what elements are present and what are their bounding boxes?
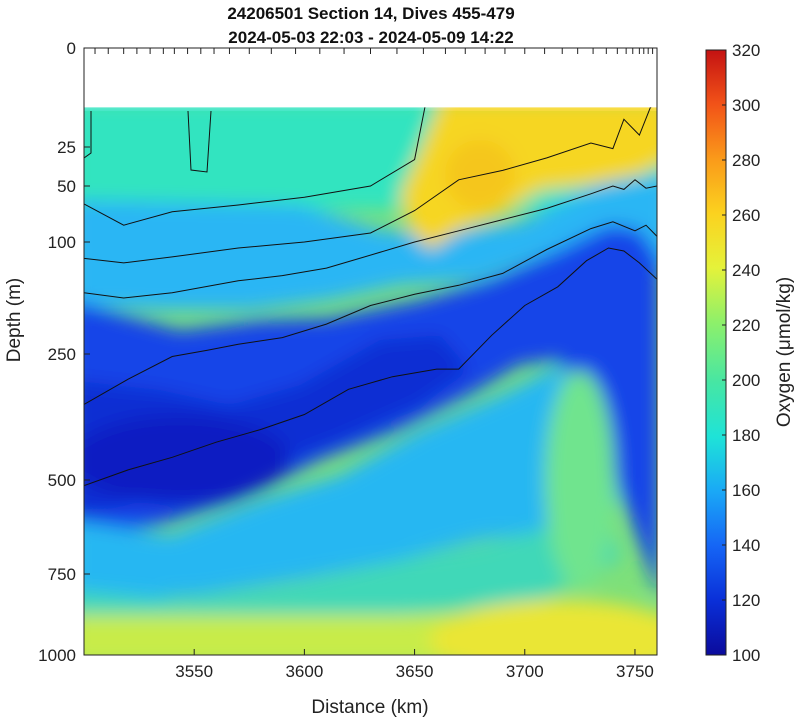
colorbar-tick-label-1: 120 [732,591,760,610]
contour-lines [84,107,657,487]
colorbar-tick-label-4: 180 [732,426,760,445]
colorbar-tick-label-10: 300 [732,96,760,115]
colorbar-tick-label-8: 260 [732,206,760,225]
y-tick-label-4: 250 [48,345,76,364]
upper-low-band [84,176,657,310]
surface-isoline-loop [187,110,212,173]
y-tick-label-2: 50 [57,177,76,196]
colorbar-tick-label-3: 160 [732,481,760,500]
contour-second [84,107,652,264]
contour-fourth [84,221,657,405]
x-axis-label: Distance (km) [311,697,428,718]
colorbar-tick-label-9: 280 [732,151,760,170]
y-tick-label-0: 0 [67,39,76,58]
x-tick-label-2: 3650 [396,662,434,681]
colorbar-tick-label-0: 100 [732,646,760,665]
y-tick-label-3: 100 [48,233,76,252]
contour-upper [84,107,426,226]
colorbar [705,49,727,656]
contour-fifth [84,247,657,487]
y-tick-label-1: 25 [57,138,76,157]
oxygen-heatmap [84,107,657,655]
y-tick-label-6: 750 [48,565,76,584]
surface-isolines [84,110,212,173]
dive-position-ticks [83,48,654,54]
colorbar-ticks: 100 120 140 160 180 200 220 240 260 280 300 320 [722,41,760,665]
deep-high-patch [430,600,657,655]
transition-band [84,365,620,600]
chart-title-line2: 2024-05-03 22:03 - 2024-05-09 14:22 [228,28,513,47]
x-axis: 3550 3600 3650 3700 3750 [175,649,654,681]
colorbar-tick-label-6: 220 [732,316,760,335]
deep-plume [545,370,615,590]
surface-isoline-left [84,111,92,159]
lower-transition-band [84,490,620,630]
y-axis-label: Depth (m) [4,278,25,362]
y-axis: 0 25 50 100 250 500 750 1000 [38,39,90,665]
x-tick-label-4: 3750 [616,662,654,681]
x-tick-label-0: 3550 [175,662,213,681]
colorbar-tick-label-5: 200 [732,371,760,390]
chart-title-line1: 24206501 Section 14, Dives 455-479 [227,4,514,23]
colorbar-tick-label-7: 240 [732,261,760,280]
x-tick-label-3: 3700 [506,662,544,681]
colorbar-tick-label-2: 140 [732,536,760,555]
contour-third [84,179,657,299]
y-tick-label-7: 1000 [38,646,76,665]
oxygen-minimum-lens [84,415,290,505]
x-tick-label-1: 3600 [285,662,323,681]
y-tick-label-5: 500 [48,471,76,490]
colorbar-tick-label-11: 320 [732,41,760,60]
colorbar-label: Oxygen (μmol/kg) [774,277,795,427]
